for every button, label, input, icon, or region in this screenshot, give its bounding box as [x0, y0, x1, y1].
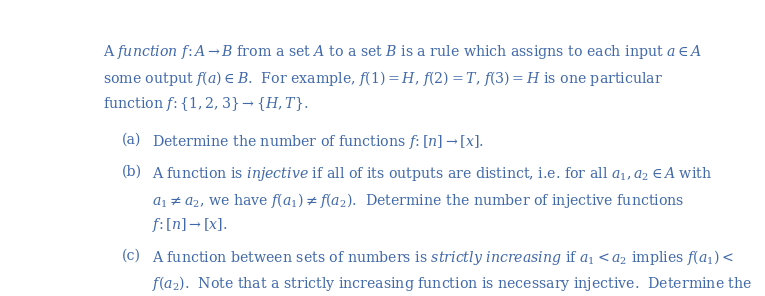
Text: $f(a_2)$.  Note that a strictly increasing function is necessary injective.  Det: $f(a_2)$. Note that a strictly increasin…: [152, 274, 752, 293]
Text: $a_1 \neq a_2$, we have $f(a_1) \neq f(a_2)$.  Determine the number of injective: $a_1 \neq a_2$, we have $f(a_1) \neq f(a…: [152, 191, 685, 210]
Text: A $\mathit{function}$ $f\!: A \to B$ from a set $A$ to a set $B$ is a rule which: A $\mathit{function}$ $f\!: A \to B$ fro…: [103, 44, 702, 62]
Text: A function between sets of numbers is $\mathit{strictly\ increasing}$ if $a_1 < : A function between sets of numbers is $\…: [152, 248, 734, 267]
Text: Determine the number of functions $f\!: [n] \to [x]$.: Determine the number of functions $f\!: …: [152, 133, 484, 151]
Text: (b): (b): [122, 165, 142, 179]
Text: (c): (c): [122, 248, 142, 262]
Text: (a): (a): [122, 133, 142, 147]
Text: A function is $\mathit{injective}$ if all of its outputs are distinct, i.e. for : A function is $\mathit{injective}$ if al…: [152, 165, 712, 183]
Text: some output $f(a) \in B$.  For example, $f(1) = H$, $f(2) = T$, $f(3) = H$ is on: some output $f(a) \in B$. For example, $…: [103, 69, 663, 88]
Text: $f\!: [n] \to [x]$.: $f\!: [n] \to [x]$.: [152, 216, 227, 234]
Text: function $f\!: \{1, 2, 3\} \to \{H, T\}$.: function $f\!: \{1, 2, 3\} \to \{H, T\}$…: [103, 94, 308, 112]
